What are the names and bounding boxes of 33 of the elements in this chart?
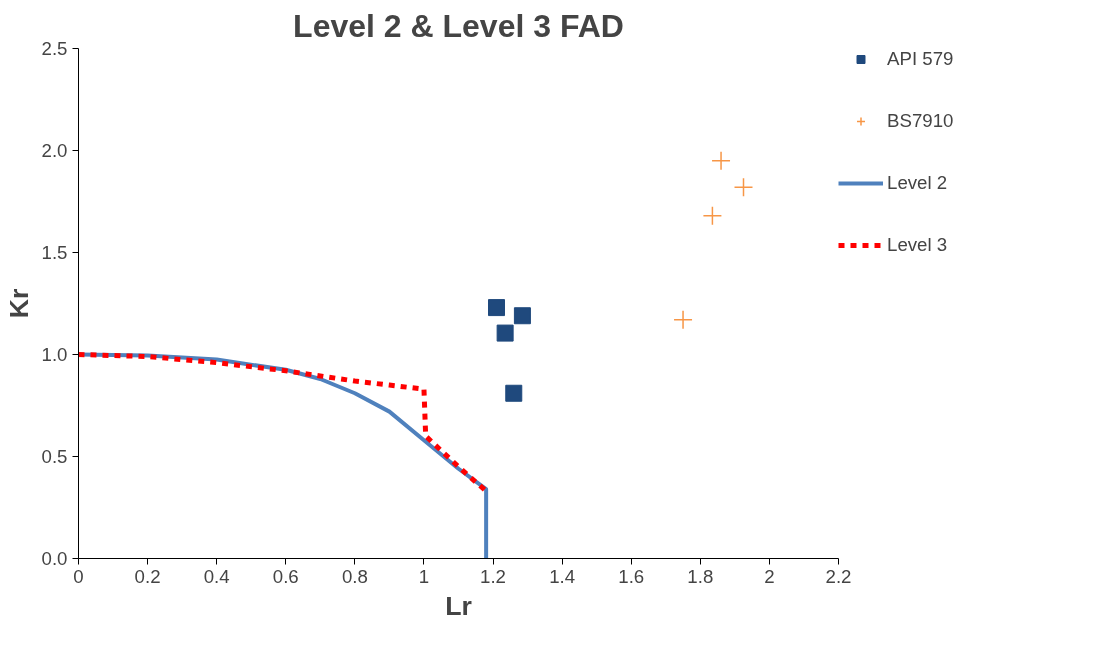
y-tick-label: 1.0: [41, 344, 68, 365]
point: [488, 299, 505, 317]
legend-label: API 579: [887, 48, 954, 70]
x-tick-label: 0.2: [134, 565, 161, 587]
point: [733, 177, 754, 197]
x-tick-label: 1.8: [687, 565, 714, 587]
x-axis-title: Lr: [445, 590, 472, 621]
y-axis-title: Kr: [3, 288, 34, 319]
legend-label: BS7910: [887, 110, 954, 132]
point: [513, 307, 531, 325]
x-tick-label: 1.2: [480, 565, 507, 587]
x-tick-label: 1: [418, 565, 430, 587]
y-tick-label: 0.5: [41, 446, 68, 467]
x-tick-label: 2.2: [825, 565, 852, 587]
x-tick-label: 0: [73, 565, 84, 587]
y-tick-label: 0.0: [41, 548, 68, 569]
y-tick-label: 2.5: [41, 38, 68, 59]
x-tick-label: 0.8: [341, 565, 368, 587]
x-tick-label: 1.4: [549, 565, 576, 587]
point: [711, 150, 731, 171]
legend-label: Level 3: [887, 234, 948, 256]
legend-label: Level 2: [887, 172, 948, 194]
x-tick-label: 1.6: [618, 565, 645, 587]
x-tick-label: 0.6: [272, 565, 299, 587]
chart-title: Level 2 & Level 3 FAD: [293, 7, 624, 44]
x-tick-label: 0.4: [203, 565, 230, 587]
y-tick-label: 2.0: [41, 140, 68, 161]
point: [496, 324, 514, 342]
x-tick-label: 2: [764, 565, 775, 587]
point: [505, 384, 523, 402]
point: [702, 206, 723, 226]
y-tick-label: 1.5: [41, 242, 68, 263]
point: [673, 310, 693, 330]
